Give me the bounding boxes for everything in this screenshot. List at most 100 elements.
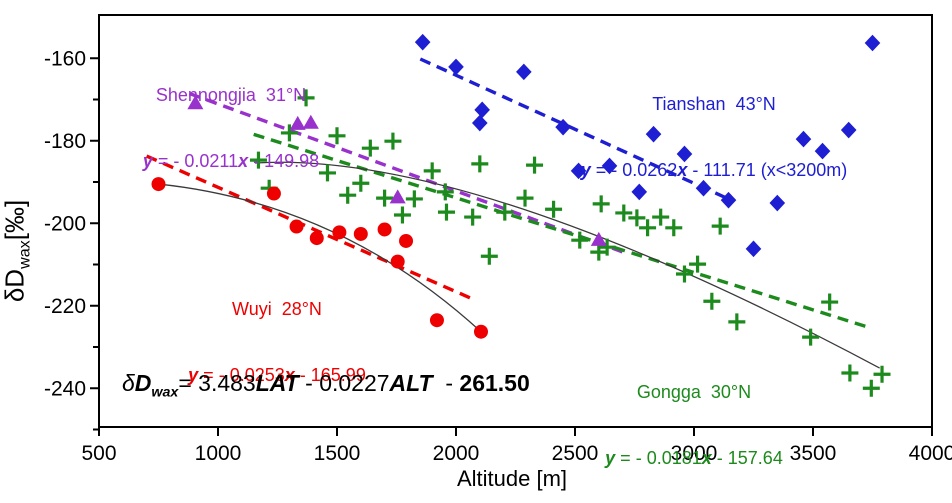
point-gongga <box>802 328 820 346</box>
point-gongga <box>675 265 693 283</box>
eq-LAT: LAT <box>255 370 299 396</box>
x-axis-title: Altitude [m] <box>456 466 568 491</box>
point-gongga <box>571 231 589 249</box>
y-title-sub: wax <box>15 240 34 269</box>
point-gongga <box>615 204 633 222</box>
point-wuyi <box>429 313 444 328</box>
eq-sub: wax <box>151 384 179 401</box>
point-gongga <box>652 208 670 226</box>
point-gongga <box>405 190 423 208</box>
point-gongga <box>249 151 267 169</box>
fit-curve-gongga <box>254 161 880 369</box>
point-tianshan <box>631 183 648 201</box>
x-tick-label-1000: 1000 <box>195 442 242 465</box>
point-wuyi <box>353 226 368 241</box>
series-equation-wuyi: y = - 0.0253x - 165.99 <box>188 365 366 385</box>
point-tianshan <box>745 240 762 258</box>
point-gongga <box>728 313 746 331</box>
annotation-shennongjia: Shennongjia 31°N y = - 0.0211x - 149.98 <box>143 40 319 216</box>
point-shennongjia <box>302 114 319 129</box>
trendline-shennongjia <box>188 91 624 254</box>
point-tianshan <box>472 114 488 132</box>
y-title-suffix: [‰] <box>0 199 30 241</box>
series-equation-shennongjia: y = - 0.0211x - 149.98 <box>142 151 320 171</box>
point-gongga <box>545 200 563 218</box>
point-gongga <box>339 186 357 204</box>
y-tick-label--180: -180 <box>44 130 86 153</box>
point-wuyi <box>332 225 347 240</box>
point-gongga <box>598 238 616 256</box>
point-tianshan <box>840 121 857 139</box>
point-shennongjia <box>590 231 607 246</box>
eq-part2: - 0.0227 <box>298 370 390 396</box>
point-gongga <box>592 195 610 213</box>
point-gongga <box>703 292 721 310</box>
eq-ALT: ALT <box>389 370 433 396</box>
point-gongga <box>297 89 315 107</box>
x-tick-label-3500: 3500 <box>790 442 837 465</box>
point-gongga <box>873 365 891 383</box>
point-tianshan <box>570 162 587 180</box>
point-tianshan <box>720 191 737 209</box>
x-tick-label-2000: 2000 <box>433 442 480 465</box>
point-gongga <box>436 183 454 201</box>
point-tianshan <box>555 118 571 136</box>
y-tick-label--240: -240 <box>44 377 86 400</box>
point-gongga <box>464 208 482 226</box>
trendline-tianshan <box>419 57 733 203</box>
point-tianshan <box>516 63 532 81</box>
series-label-tianshan: Tianshan 43°N <box>652 94 776 114</box>
point-wuyi <box>289 219 304 234</box>
fit-curve-wuyi <box>158 183 482 333</box>
point-wuyi <box>399 233 414 248</box>
point-wuyi <box>390 254 405 269</box>
point-gongga <box>665 219 683 237</box>
eq-delta: δ <box>122 370 135 396</box>
trendline-wuyi <box>145 154 475 302</box>
point-gongga <box>423 162 441 180</box>
point-tianshan <box>769 194 786 212</box>
eq-part1: = 3.483 <box>178 370 256 396</box>
eq-D: D <box>134 370 152 396</box>
point-wuyi <box>377 222 392 237</box>
point-tianshan <box>795 130 812 148</box>
point-shennongjia <box>187 95 204 110</box>
point-gongga <box>318 164 336 182</box>
eq-const: 261.50 <box>459 370 530 396</box>
point-wuyi <box>151 177 166 192</box>
point-shennongjia <box>389 189 406 204</box>
point-gongga <box>361 139 379 157</box>
point-tianshan <box>645 125 662 143</box>
point-tianshan <box>814 142 831 160</box>
point-tianshan <box>474 101 490 119</box>
point-wuyi <box>266 186 281 201</box>
y-tick-label--200: -200 <box>44 212 86 235</box>
point-gongga <box>639 219 657 237</box>
point-shennongjia <box>289 115 306 130</box>
series-label-gongga: Gongga 30°N <box>636 382 752 402</box>
point-tianshan <box>864 34 881 52</box>
x-tick-label-2500: 2500 <box>552 442 599 465</box>
point-gongga <box>821 293 839 311</box>
point-gongga <box>526 156 544 174</box>
point-gongga <box>862 379 880 397</box>
point-gongga <box>496 203 514 221</box>
y-axis-title: δDwax[‰] <box>0 200 35 302</box>
point-gongga <box>471 155 489 173</box>
point-gongga <box>384 132 402 150</box>
point-gongga <box>628 209 646 227</box>
point-gongga <box>376 189 394 207</box>
x-tick-label-500: 500 <box>81 442 116 465</box>
point-gongga <box>328 127 346 145</box>
eq-part3: - <box>432 370 460 396</box>
annotation-wuyi: Wuyi 28°N y = - 0.0253x - 165.99 <box>188 254 366 430</box>
series-label-wuyi: Wuyi 28°N <box>232 299 322 319</box>
x-tick-label-4000: 4000 <box>909 442 952 465</box>
point-gongga <box>689 255 707 273</box>
point-gongga <box>711 217 729 235</box>
point-gongga <box>516 189 534 207</box>
point-wuyi <box>309 231 324 246</box>
point-gongga <box>393 206 411 224</box>
annotation-gongga: Gongga 30°N y = - 0.0181x - 157.64 <box>605 337 783 503</box>
point-tianshan <box>695 179 712 197</box>
